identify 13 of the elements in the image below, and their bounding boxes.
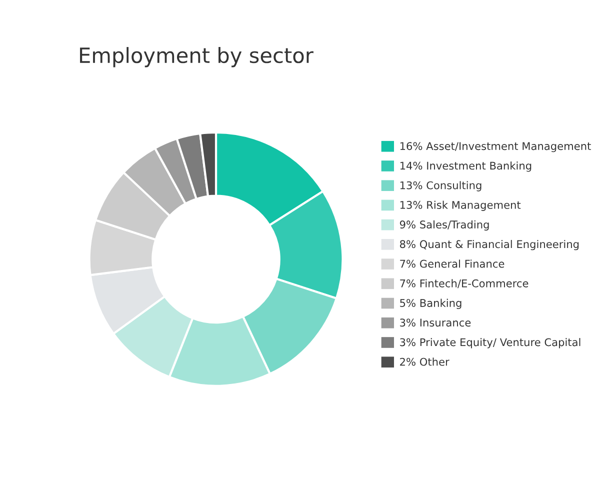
legend-label: 8% Quant & Financial Engineering [400, 240, 579, 250]
legend-label: 2% Other [400, 358, 450, 366]
legend-label: 13% Consulting [400, 181, 482, 192]
legend-label: 13% Risk Management [400, 200, 521, 211]
legend-label: 3% Private Equity/ Venture Capital [400, 338, 580, 348]
legend-label: 16% Asset/Investment Management [400, 142, 591, 152]
chart-title: Employment by sector [80, 47, 314, 68]
legend-label: 5% Banking [400, 298, 462, 310]
legend-label: 7% Fintech/E-Commerce [400, 279, 528, 288]
legend-label: 14% Investment Banking [400, 162, 532, 172]
legend-label: 7% General Finance [400, 260, 504, 268]
legend-label: 9% Sales/Trading [400, 220, 489, 231]
legend-label: 3% Insurance [400, 318, 471, 327]
